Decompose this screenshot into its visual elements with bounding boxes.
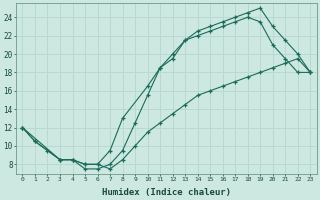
X-axis label: Humidex (Indice chaleur): Humidex (Indice chaleur) [102, 188, 231, 197]
